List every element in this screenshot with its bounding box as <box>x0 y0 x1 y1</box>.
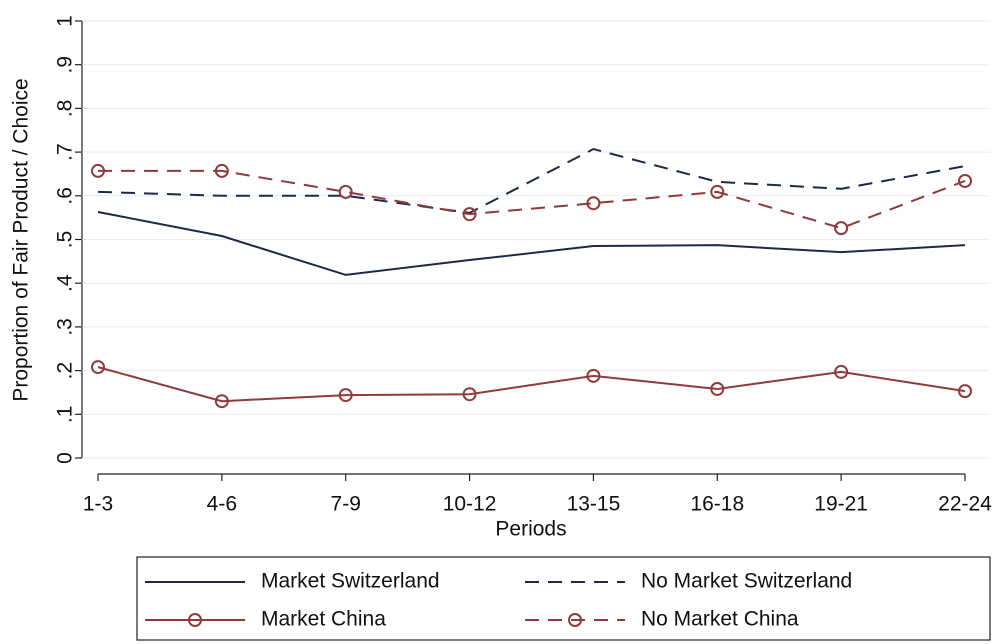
series-marker <box>586 368 601 383</box>
series-marker <box>462 207 477 222</box>
series-marker <box>91 360 105 375</box>
x-axis-label: Periods <box>495 518 566 541</box>
series-marker <box>834 364 849 379</box>
y-tick-label: .6 <box>54 187 77 205</box>
series-marker <box>462 387 477 402</box>
x-tick-label: 4-6 <box>207 493 237 516</box>
y-tick-label: .5 <box>54 231 77 249</box>
x-tick-label: 7-9 <box>331 493 361 516</box>
legend-box <box>136 556 991 641</box>
series-marker <box>338 184 353 199</box>
y-tick-label: .3 <box>54 318 77 336</box>
x-tick-label: 16-18 <box>690 493 744 516</box>
series-marker <box>214 163 229 178</box>
x-tick-label: 1-3 <box>83 493 113 516</box>
series-marker <box>710 381 725 396</box>
series-line <box>97 210 966 276</box>
series-marker <box>834 221 849 236</box>
legend-label: No Market China <box>641 608 799 631</box>
y-tick-label: .7 <box>54 143 77 161</box>
x-tick-label: 22-24 <box>938 493 992 516</box>
legend-marker <box>568 613 582 627</box>
y-tick-label: .4 <box>54 274 77 292</box>
y-axis-label: Proportion of Fair Product / Choice <box>10 78 33 401</box>
legend-label: Market Switzerland <box>261 570 440 593</box>
legend-label: Market China <box>261 608 386 631</box>
y-tick-label: .9 <box>54 56 77 74</box>
series-marker <box>338 388 353 403</box>
series-marker <box>710 184 725 199</box>
legend-marker <box>188 613 202 627</box>
y-tick-label: .8 <box>54 100 77 118</box>
series-marker <box>586 196 601 211</box>
x-tick-label: 10-12 <box>443 493 497 516</box>
y-tick-label: 1 <box>54 15 77 27</box>
x-tick-label: 19-21 <box>814 493 868 516</box>
y-tick-label: .1 <box>54 406 77 424</box>
y-tick-label: .2 <box>54 362 77 380</box>
legend-label: No Market Switzerland <box>641 570 852 593</box>
series-marker <box>958 173 972 188</box>
series-marker <box>91 163 105 178</box>
y-tick-label: 0 <box>54 452 77 464</box>
series-line <box>98 169 966 230</box>
series-line <box>97 366 966 403</box>
x-tick-label: 13-15 <box>567 493 621 516</box>
series-marker <box>214 394 229 409</box>
series-line <box>97 147 966 214</box>
series-marker <box>958 384 972 399</box>
